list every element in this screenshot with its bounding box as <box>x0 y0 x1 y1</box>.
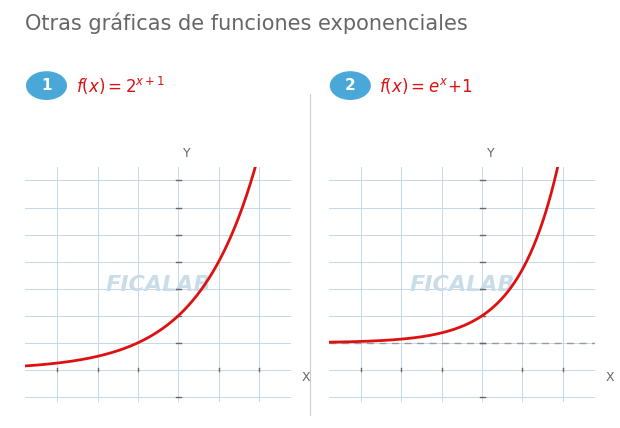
Text: Y: Y <box>487 147 495 160</box>
Text: Y: Y <box>183 147 191 160</box>
Text: FICALAB: FICALAB <box>409 275 515 294</box>
Text: $f(x) = e^x\!+\!1$: $f(x) = e^x\!+\!1$ <box>379 76 473 95</box>
Text: $f(x) = 2^{x+1}$: $f(x) = 2^{x+1}$ <box>76 74 165 97</box>
Text: Otras gráficas de funciones exponenciales: Otras gráficas de funciones exponenciale… <box>25 13 467 34</box>
Text: 2: 2 <box>345 78 356 93</box>
Text: FICALAB: FICALAB <box>105 275 211 294</box>
Text: X: X <box>301 371 310 384</box>
Text: X: X <box>605 371 614 384</box>
Text: 1: 1 <box>42 78 51 93</box>
